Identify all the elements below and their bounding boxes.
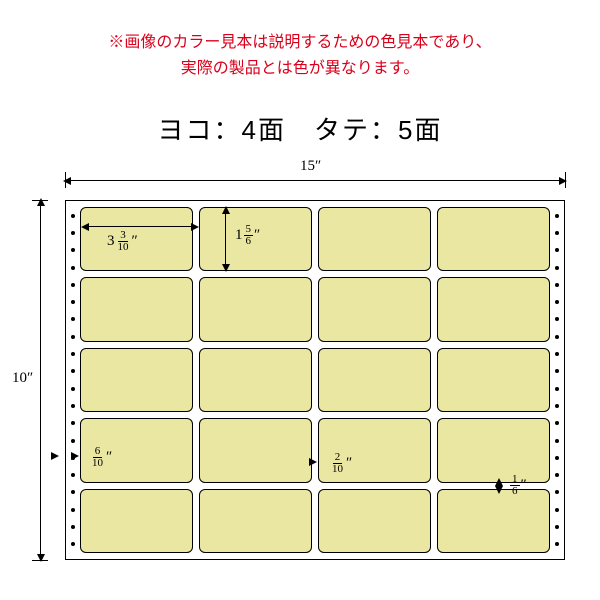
label-cell [318,348,431,412]
arrow-tip [495,478,503,486]
dim-tick [565,172,566,188]
arrow-tip [71,452,79,460]
note-line2: 実際の製品とは色が異なります。 [181,60,419,77]
page: ※画像のカラー見本は説明するための色見本であり、 実際の製品とは色が異なります。… [0,0,600,600]
label-cell [80,348,193,412]
dim-h-gap: 210″ [329,452,352,475]
perforation-right [550,201,564,559]
label-cell [199,489,312,553]
label-cell [80,277,193,341]
label-cell [318,489,431,553]
arrow-tip [222,206,230,214]
label-cell [437,418,550,482]
sheet-outline [65,200,565,560]
label-cell [199,348,312,412]
dim-side-margin: 610″ [89,446,112,469]
arrow-tip [222,264,230,272]
dim-v-gap: 16″ [509,474,527,497]
dim-height-label: 10″ [12,370,33,387]
arrow-tip [51,452,59,460]
arrow-tip [495,486,503,494]
arrow-tip [81,223,89,231]
label-cell [437,207,550,271]
label-cell [437,348,550,412]
label-cell [199,418,312,482]
dim-label-h: 156″ [235,224,260,247]
dim-width-line [65,180,565,181]
arrow-tip [309,458,317,466]
layout-count: ヨコ：4面 タテ：5面 [0,110,600,147]
dim-tick [32,560,48,561]
label-cell [318,277,431,341]
dim-label-w: 3310″ [107,230,138,253]
label-cell [437,277,550,341]
color-disclaimer: ※画像のカラー見本は説明するための色見本であり、 実際の製品とは色が異なります。 [0,30,600,81]
note-line1: ※画像のカラー見本は説明するための色見本であり、 [108,34,491,51]
label-cell [80,489,193,553]
label-cell [199,277,312,341]
perforation-left [66,201,80,559]
label-cell [318,207,431,271]
sheet-diagram: 3310″ 156″ 610″ 210″ 16″ [65,200,565,560]
dim-tick [65,172,66,188]
arrow-tip [191,223,199,231]
label-grid [80,207,550,553]
dim-height-line [40,200,41,560]
dim-label-h-line [225,210,226,268]
dim-width-label: 15″ [300,158,321,175]
dim-label-w-line [85,226,193,227]
label-cell [437,489,550,553]
dim-tick [32,200,48,201]
